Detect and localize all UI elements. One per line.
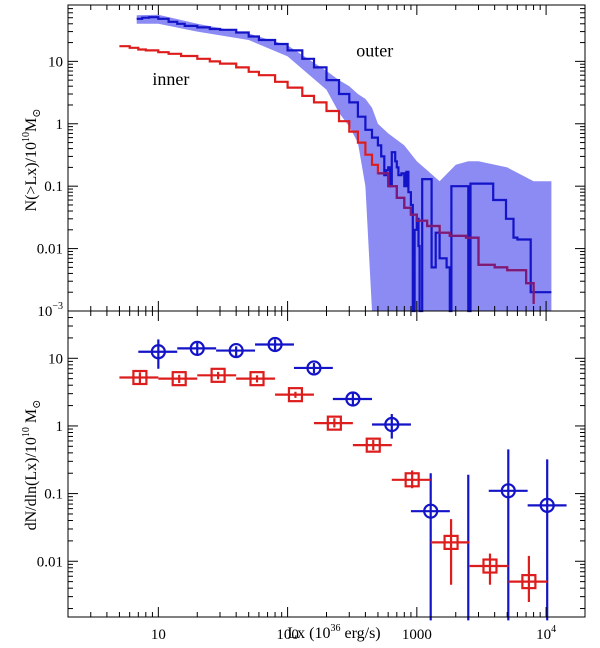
x-tick-label: 100 (276, 627, 299, 643)
inner-line-overlap (377, 172, 535, 304)
outer-differential-series (138, 336, 567, 621)
circle-marker (423, 503, 439, 519)
x-tick-label: 104 (536, 624, 556, 643)
y-tick-label: 10−3 (37, 301, 63, 320)
outer-data-point (255, 336, 294, 353)
inner-data-point (119, 369, 159, 386)
outer-data-point (293, 360, 333, 376)
series-label-inner: inner (152, 69, 189, 89)
outer-data-point (332, 391, 373, 407)
inner-data-point (158, 371, 198, 387)
y-tick-label: 0.1 (44, 487, 63, 503)
outer-data-point (488, 449, 528, 621)
x-tick-label: 1000 (402, 627, 432, 643)
y-tick-label: 1 (56, 419, 64, 435)
inner-data-point (236, 371, 276, 387)
circle-marker (150, 344, 166, 360)
y-tick-label: 10 (48, 54, 63, 70)
inner-data-point (469, 553, 509, 585)
inner-data-point (430, 519, 470, 585)
series-label-outer: outer (356, 40, 393, 60)
outer-data-point (410, 473, 450, 621)
bottom-panel-frame (67, 310, 586, 618)
top-y-axis-label: N(>Lx)/1010M⊙ (21, 109, 43, 212)
circle-marker (500, 483, 516, 499)
square-marker (482, 558, 498, 574)
x-axis-label: Lx (1036 erg/s) (287, 623, 380, 642)
x-tick-label: 10 (151, 627, 166, 643)
inner-data-point (313, 415, 353, 431)
outer-data-point (527, 459, 567, 621)
y-tick-label: 0.1 (44, 179, 63, 195)
outer-cumulative-line (136, 16, 552, 313)
circle-marker (345, 391, 361, 407)
inner-data-point (352, 437, 392, 453)
square-marker (326, 415, 342, 431)
square-marker (443, 534, 459, 550)
circle-marker (267, 336, 283, 353)
square-marker (287, 387, 304, 403)
outer-data-point (177, 340, 217, 357)
circle-marker (384, 416, 400, 433)
square-marker (365, 437, 381, 453)
y-tick-label: 10 (48, 351, 63, 367)
square-marker (210, 367, 226, 383)
square-marker (404, 472, 420, 488)
outer-band-area (136, 14, 552, 311)
top-panel-cumulative: 10 1 0.1 0.01 10−3 inner outer N(>Lx)/1010M⊙ (21, 4, 586, 320)
square-marker (521, 574, 537, 590)
outer-uncertainty-band (136, 14, 552, 311)
y-tick-label: 1 (56, 117, 64, 133)
bottom-panel-differential: 10 100 1000 104 10 1 0.1 0.01 dN/dln(Lx)/1010 M… (21, 310, 586, 643)
y-tick-label: 0.01 (37, 242, 63, 258)
circle-marker (306, 360, 322, 376)
inner-differential-series (119, 367, 548, 602)
bottom-axis-ticks: 10 100 1000 104 10 1 0.1 0.01 (37, 310, 586, 643)
inner-data-point (275, 387, 314, 403)
top-axis-ticks: 10 1 0.1 0.01 10−3 (37, 4, 586, 320)
outer-data-point (216, 342, 256, 359)
outer-data-point (138, 339, 178, 369)
inner-data-point (391, 470, 431, 489)
inner-data-point (508, 555, 548, 602)
circle-marker (189, 340, 205, 357)
square-marker (249, 371, 265, 387)
y-tick-label: 0.01 (37, 554, 63, 570)
square-marker (132, 369, 148, 386)
inner-data-point (197, 367, 237, 383)
square-marker (171, 371, 187, 387)
circle-marker (539, 497, 555, 513)
outer-data-point (372, 414, 411, 439)
circle-marker (228, 342, 244, 359)
bottom-y-axis-label: dN/dln(Lx)/1010 M⊙ (21, 400, 43, 531)
